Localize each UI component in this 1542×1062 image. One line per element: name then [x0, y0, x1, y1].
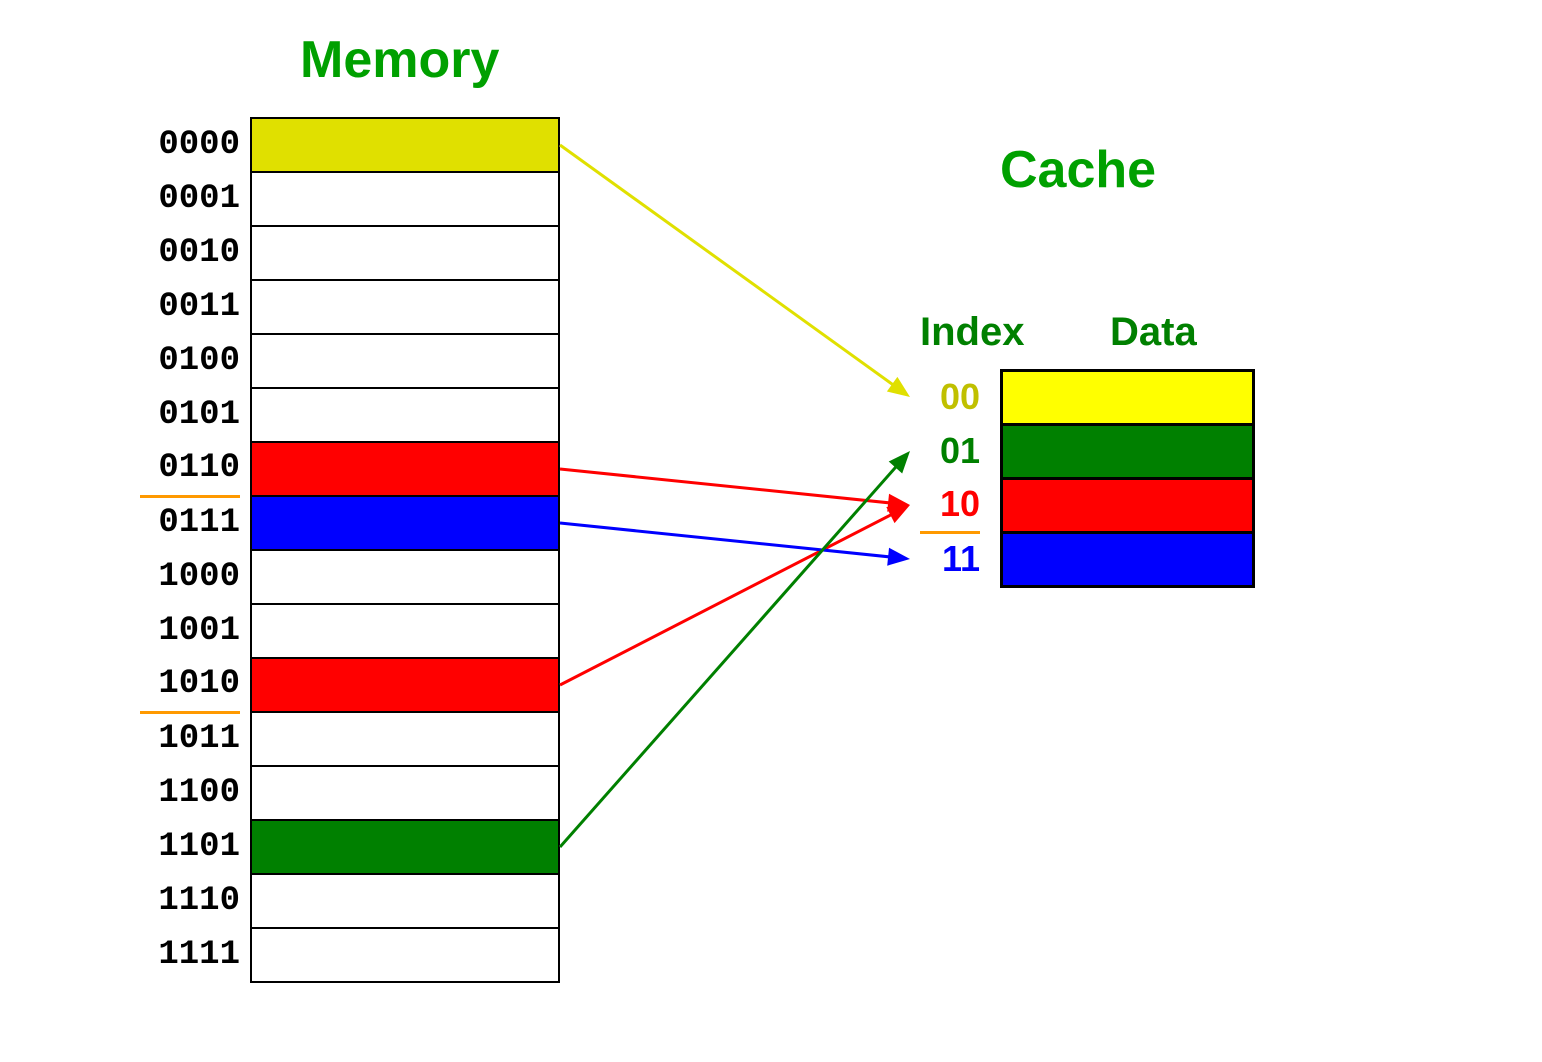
memory-cell: [250, 333, 560, 389]
index-header: Index: [920, 310, 1024, 355]
diagram-canvas: Memory Cache Index Data 0000000100100011…: [0, 0, 1542, 1062]
memory-address: 0110: [140, 441, 240, 498]
memory-cell: [250, 603, 560, 659]
memory-cell: [250, 873, 560, 929]
memory-cell: [250, 387, 560, 443]
cache-title: Cache: [1000, 140, 1156, 200]
memory-address: 1001: [140, 604, 240, 658]
arrow-head-icon: [889, 451, 910, 473]
cache-cell: [1000, 531, 1255, 588]
memory-address: 0100: [140, 334, 240, 388]
arrow-head-icon: [887, 548, 910, 566]
memory-cell: [250, 225, 560, 281]
arrow-head-icon: [887, 377, 910, 397]
arrow-head-icon: [886, 505, 910, 523]
memory-title: Memory: [300, 30, 499, 90]
memory-cell: [250, 171, 560, 227]
cache-cell: [1000, 369, 1255, 426]
memory-address: 0011: [140, 280, 240, 334]
memory-cell: [250, 927, 560, 983]
cache-index: 10: [920, 477, 980, 534]
memory-address: 1111: [140, 928, 240, 982]
memory-address: 0101: [140, 388, 240, 442]
cache-index: 01: [920, 424, 980, 478]
mapping-arrow: [560, 461, 901, 847]
memory-cell: [250, 711, 560, 767]
memory-address: 1100: [140, 766, 240, 820]
memory-cell: [250, 819, 560, 875]
mapping-arrow: [560, 511, 898, 685]
memory-cell: [250, 441, 560, 497]
mapping-arrow: [560, 469, 897, 504]
memory-cell: [250, 657, 560, 713]
memory-cell: [250, 549, 560, 605]
memory-cell: [250, 495, 560, 551]
cache-index: 00: [920, 370, 980, 424]
cache-cell: [1000, 477, 1255, 534]
cache-cell: [1000, 423, 1255, 480]
cache-index: 11: [920, 532, 980, 586]
memory-cell: [250, 117, 560, 173]
memory-address: 1000: [140, 550, 240, 604]
arrow-head-icon: [887, 494, 910, 512]
memory-address: 0111: [140, 496, 240, 550]
data-header: Data: [1110, 310, 1197, 355]
mapping-arrow: [560, 145, 899, 389]
mapping-arrow: [560, 523, 897, 558]
memory-address: 0010: [140, 226, 240, 280]
memory-address: 0000: [140, 118, 240, 172]
memory-cell: [250, 765, 560, 821]
memory-address: 1101: [140, 820, 240, 874]
memory-address: 1010: [140, 657, 240, 714]
memory-address: 1110: [140, 874, 240, 928]
memory-cell: [250, 279, 560, 335]
memory-address: 1011: [140, 712, 240, 766]
memory-address: 0001: [140, 172, 240, 226]
